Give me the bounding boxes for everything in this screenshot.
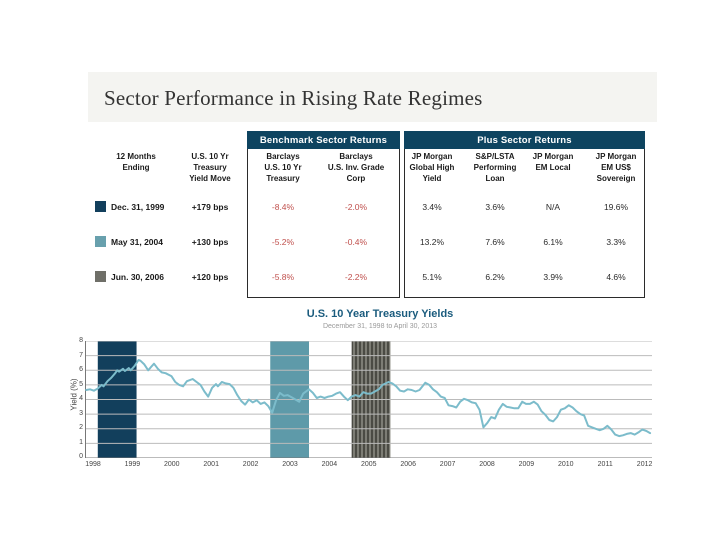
x-tick-label: 2010 xyxy=(558,461,574,468)
return-value: 4.6% xyxy=(606,272,626,282)
x-tick-label: 2009 xyxy=(518,461,535,468)
regime-swatch xyxy=(95,236,106,247)
return-value: 5.1% xyxy=(422,272,442,282)
yield-move: +130 bps xyxy=(191,237,229,247)
chart-title: U.S. 10 Year Treasury Yields xyxy=(306,308,454,320)
return-value: -5.8% xyxy=(271,272,295,282)
column-header: JP Morgan EM Local xyxy=(532,152,574,172)
return-value: 19.6% xyxy=(603,202,629,212)
y-tick-label: 6 xyxy=(79,366,83,373)
x-tick-label: 2012 xyxy=(636,461,653,468)
y-tick-label: 8 xyxy=(79,337,83,344)
x-tick-label: 2004 xyxy=(321,461,338,468)
regime-swatch xyxy=(95,201,106,212)
x-tick-label: 2008 xyxy=(479,461,495,468)
return-value: -2.0% xyxy=(344,202,368,212)
return-value: -2.2% xyxy=(344,272,368,282)
return-value: -5.2% xyxy=(271,237,295,247)
benchmark-sector-returns-header: Benchmark Sector Returns xyxy=(247,131,400,149)
x-tick-label: 2007 xyxy=(439,461,456,468)
chart-subtitle: December 31, 1998 to April 30, 2013 xyxy=(322,323,438,330)
return-value: -8.4% xyxy=(271,202,295,212)
yield-move: +120 bps xyxy=(191,272,229,282)
return-value: N/A xyxy=(545,202,561,212)
x-tick-label: 1998 xyxy=(85,461,101,468)
plus-sector-box xyxy=(404,149,645,298)
x-tick-label: 2006 xyxy=(400,461,416,468)
y-tick-label: 4 xyxy=(79,395,83,402)
return-value: 13.2% xyxy=(419,237,445,247)
column-header: JP Morgan EM US$ Sovereign xyxy=(595,152,637,183)
x-tick-label: 2002 xyxy=(242,461,259,468)
yield-move: +179 bps xyxy=(191,202,229,212)
x-tick-label: 2000 xyxy=(164,461,180,468)
return-value: 7.6% xyxy=(485,237,505,247)
return-value: 3.3% xyxy=(606,237,626,247)
x-tick-label: 2001 xyxy=(203,461,219,468)
title-band xyxy=(88,72,657,122)
return-value: 6.1% xyxy=(543,237,563,247)
y-tick-label: 7 xyxy=(79,351,83,359)
x-tick-label: 2003 xyxy=(282,461,298,468)
regime-swatch xyxy=(95,271,106,282)
column-header: JP Morgan Global High Yield xyxy=(409,152,455,183)
y-tick-label: 2 xyxy=(79,424,83,431)
y-tick-label: 5 xyxy=(79,380,83,388)
y-tick-label: 1 xyxy=(79,438,83,446)
row-date: May 31, 2004 xyxy=(111,237,163,247)
return-value: 3.6% xyxy=(485,202,505,212)
x-tick-label: 2011 xyxy=(597,461,613,468)
column-header: Barclays U.S. Inv. Grade Corp xyxy=(327,152,385,183)
row-date: Jun. 30, 2006 xyxy=(111,272,164,282)
plus-sector-returns-header: Plus Sector Returns xyxy=(404,131,645,149)
y-tick-label: 3 xyxy=(79,409,83,417)
treasury-yield-chart xyxy=(85,341,652,458)
row-date: Dec. 31, 1999 xyxy=(111,202,165,212)
return-value: 3.9% xyxy=(543,272,563,282)
page-title: Sector Performance in Rising Rate Regime… xyxy=(104,86,483,110)
return-value: 6.2% xyxy=(485,272,505,282)
column-header: S&P/LSTA Performing Loan xyxy=(473,152,517,183)
return-value: 3.4% xyxy=(422,202,442,212)
column-header: U.S. 10 Yr Treasury Yield Move xyxy=(189,152,231,183)
return-value: -0.4% xyxy=(344,237,368,247)
x-tick-label: 2005 xyxy=(361,461,377,468)
x-tick-label: 1999 xyxy=(124,461,141,468)
y-tick-label: 0 xyxy=(79,453,83,460)
column-header: Barclays U.S. 10 Yr Treasury xyxy=(264,152,302,183)
benchmark-sector-box xyxy=(247,149,400,298)
column-header: 12 Months Ending xyxy=(116,152,156,172)
